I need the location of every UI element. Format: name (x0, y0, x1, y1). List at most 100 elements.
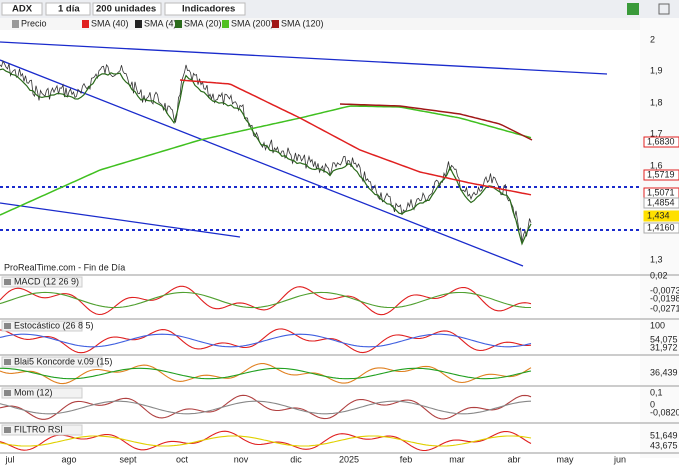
panel-icon (4, 427, 11, 433)
price-tag (643, 136, 679, 148)
symbol[interactable]: ADX (12, 4, 33, 15)
legend-label: SMA (200) (231, 18, 274, 28)
legend-label: SMA (40) (91, 18, 129, 28)
x-axis-label: dic (290, 454, 302, 464)
panel-icon (4, 279, 11, 285)
panel-icon (4, 390, 11, 396)
x-axis-label: nov (234, 454, 249, 464)
indicator-line (0, 363, 532, 385)
trendline (0, 202, 241, 238)
indicator-line (0, 435, 532, 447)
indicator-line (0, 333, 532, 348)
price-tag-label: 1,434 (647, 210, 670, 220)
indicator-line (0, 400, 532, 415)
x-axis-label: oct (176, 454, 189, 464)
indicator-line (0, 367, 532, 380)
legend-swatch (222, 20, 229, 28)
price-tag (643, 222, 679, 234)
panel-title-box (1, 424, 83, 436)
window-button[interactable] (658, 3, 670, 15)
units-box[interactable] (92, 2, 162, 16)
sma-20 (0, 68, 532, 246)
price-axis-label: 1,9 (650, 65, 663, 75)
panel-label: -0,0820 (650, 407, 679, 417)
x-axis-label: abr (507, 454, 520, 464)
price-tag-label: 1,5071 (647, 187, 675, 197)
panel-label: -0,0271 (650, 303, 679, 313)
legend-label: SMA (20) (184, 18, 222, 28)
panel-label: 0 (650, 399, 655, 409)
price-axis-label: 2 (650, 34, 655, 44)
price-line (0, 60, 532, 242)
panel-title-box (1, 387, 83, 399)
price-tag-label: 1,5719 (647, 169, 675, 179)
panel-label: 31,972 (650, 342, 678, 352)
panel-label: 43,675 (650, 440, 678, 450)
legend-label: Precio (21, 18, 47, 28)
legend-label: SMA (120) (281, 18, 324, 28)
price-axis-label: 1,7 (650, 128, 663, 138)
footer-note: ProRealTime.com - Fin de Día (4, 262, 125, 272)
panel-label: 51,649 (650, 430, 678, 440)
x-axis-label: jul (4, 454, 14, 464)
legend-bar (0, 18, 640, 30)
panel-title: FILTRO RSI (14, 424, 63, 434)
panel-title-box (1, 276, 83, 288)
legend-label: SMA (4) (144, 18, 177, 28)
legend-swatch (135, 20, 142, 28)
panel-title: MACD (12 26 9) (14, 276, 79, 286)
x-axis-label: feb (400, 454, 413, 464)
panel-label: -0,0198 (650, 293, 679, 303)
panel-label: 36,439 (650, 367, 678, 377)
panel-label: 54,075 (650, 334, 678, 344)
panel-title: Mom (12) (14, 387, 53, 397)
price-tag-label: 1,4160 (647, 222, 675, 232)
panel-label: -0,0073 (650, 285, 679, 295)
indicator-line (0, 328, 532, 354)
price-axis-label: 1,3 (650, 254, 663, 264)
indicator-line (0, 394, 532, 420)
price-tag (643, 197, 679, 209)
x-axis-label: mar (449, 454, 465, 464)
price-tag (643, 169, 679, 181)
price-tag (643, 210, 679, 222)
symbol-box[interactable] (1, 2, 43, 16)
x-axis-label: 2025 (339, 454, 359, 464)
legend-swatch (175, 20, 182, 28)
x-axis-label: sept (119, 454, 137, 464)
indicators[interactable]: Indicadores (182, 4, 235, 15)
units[interactable]: 200 unidades (96, 4, 156, 15)
indicators-box[interactable] (164, 2, 246, 16)
indicator-line (0, 285, 532, 316)
legend-swatch (12, 20, 19, 28)
panel-title-box (1, 356, 103, 368)
trendline (0, 41, 608, 75)
sma-200 (179, 79, 532, 196)
sma-120 (339, 103, 533, 141)
price-tag-label: 1,4854 (647, 197, 675, 207)
legend-swatch (272, 20, 279, 28)
indicator-line (0, 291, 531, 309)
panel-title: Estocástico (26 8 5) (14, 320, 94, 330)
panel-label: 0,1 (650, 387, 663, 397)
x-axis-label: jun (613, 454, 626, 464)
indicator-line (0, 430, 532, 452)
toolbar-buttons (1, 2, 246, 16)
period-box[interactable] (45, 2, 91, 16)
legend-swatch (82, 20, 89, 28)
price-tag-label: 1,6830 (647, 136, 675, 146)
price-axis (640, 18, 679, 458)
app-icon[interactable] (627, 3, 639, 15)
trendlines (0, 41, 640, 267)
period[interactable]: 1 día (58, 4, 80, 15)
price-axis-label: 1,8 (650, 97, 663, 107)
panel-title-box (1, 320, 83, 332)
panel-label: 0,02 (650, 270, 668, 280)
panel-label: 100 (650, 320, 665, 330)
trendline (0, 59, 524, 267)
panel-title: Blai5 Koncorde v.09 (15) (14, 356, 112, 366)
x-axis-label: may (556, 454, 574, 464)
panel-icon (4, 323, 11, 329)
sma-40 (0, 105, 532, 216)
